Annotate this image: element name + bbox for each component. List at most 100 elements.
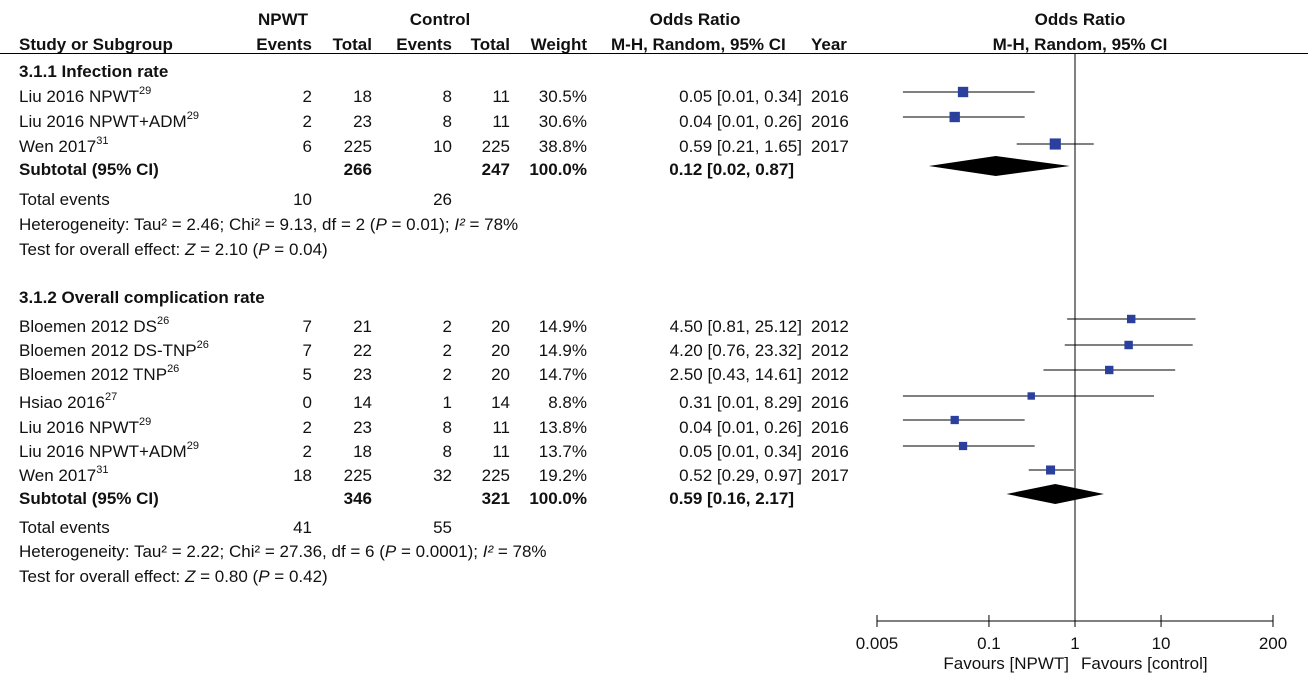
heterogeneity-i2: I² bbox=[482, 542, 494, 561]
weight: 30.5% bbox=[538, 87, 587, 106]
x-tick-label: 200 bbox=[1259, 634, 1287, 653]
overall-mid: = 0.80 ( bbox=[195, 567, 259, 586]
total-control: 11 bbox=[492, 112, 510, 131]
overall-suffix: = 0.42) bbox=[269, 567, 328, 586]
study-marker bbox=[958, 441, 968, 451]
col-events-npwt: Events bbox=[256, 35, 312, 54]
total-events-npwt: 10 bbox=[293, 190, 312, 209]
study-marker bbox=[1105, 365, 1114, 375]
total-events-label: Total events bbox=[19, 190, 110, 209]
study-reference: 31 bbox=[96, 135, 109, 147]
total-control: 11 bbox=[492, 418, 510, 437]
events-npwt: 2 bbox=[302, 112, 312, 131]
odds-ratio-plot-header: Odds Ratio bbox=[1034, 10, 1126, 29]
total-control: 14 bbox=[491, 393, 510, 412]
x-tick-label: 1 bbox=[1070, 634, 1079, 653]
events-npwt: 2 bbox=[302, 418, 312, 437]
odds-ratio-ci: 0.52 [0.29, 0.97] bbox=[679, 466, 802, 485]
study-reference: 27 bbox=[105, 391, 118, 403]
total-control: 11 bbox=[492, 87, 510, 106]
total-control: 225 bbox=[481, 466, 510, 485]
study-name: Liu 2016 NPWT+ADM29 bbox=[19, 111, 199, 132]
study-reference: 29 bbox=[139, 416, 152, 428]
total-npwt: 22 bbox=[353, 341, 372, 360]
heterogeneity-prefix: Heterogeneity: Tau² = 2.46; Chi² = 9.13,… bbox=[19, 215, 376, 234]
study-reference: 26 bbox=[196, 339, 209, 351]
study-reference: 29 bbox=[139, 85, 152, 97]
header-rule bbox=[0, 53, 1308, 54]
odds-ratio-ci: 0.05 [0.01, 0.34] bbox=[679, 442, 802, 461]
heterogeneity-i2: I² bbox=[454, 215, 465, 234]
total-control: 20 bbox=[491, 317, 510, 336]
overall-p: P bbox=[258, 567, 270, 586]
subtotal-total-control: 247 bbox=[481, 160, 510, 179]
overall-prefix: Test for overall effect: bbox=[19, 567, 185, 586]
total-npwt: 23 bbox=[353, 418, 372, 437]
study-name: Liu 2016 NPWT29 bbox=[19, 416, 152, 438]
odds-ratio-ci: 0.05 [0.01, 0.34] bbox=[679, 87, 802, 106]
npwt-group-header: NPWT bbox=[257, 10, 309, 29]
study-reference: 31 bbox=[96, 464, 109, 476]
overall-z: Z bbox=[184, 567, 196, 586]
x-tick-label: 10 bbox=[1152, 634, 1171, 653]
odds-ratio-table-header: Odds Ratio bbox=[649, 10, 741, 29]
plot-method-header: M-H, Random, 95% CI bbox=[992, 35, 1168, 54]
favours-npwt-label: Favours [NPWT] bbox=[943, 654, 1069, 673]
study-reference: 26 bbox=[156, 315, 170, 327]
weight: 14.7% bbox=[538, 365, 587, 384]
weight: 13.8% bbox=[538, 418, 587, 437]
heterogeneity-mid: = 0.0001); bbox=[396, 542, 483, 561]
total-events-npwt: 41 bbox=[293, 518, 312, 537]
study-name: Bloemen 2012 TNP26 bbox=[19, 364, 179, 385]
study-label: Liu 2016 NPWT+ADM bbox=[19, 442, 187, 461]
overall-p: P bbox=[258, 240, 270, 259]
study-name: Wen 201731 bbox=[19, 464, 109, 486]
events-control: 2 bbox=[442, 365, 452, 384]
study-label: Liu 2016 NPWT bbox=[19, 87, 139, 106]
x-tick-label: 0.005 bbox=[856, 634, 899, 653]
heterogeneity-stats: Heterogeneity: Tau² = 2.46; Chi² = 9.13,… bbox=[19, 215, 518, 235]
study-marker bbox=[1049, 138, 1061, 150]
total-npwt: 14 bbox=[353, 393, 372, 412]
odds-ratio-ci: 0.59 [0.21, 1.65] bbox=[679, 137, 802, 156]
events-control: 1 bbox=[442, 393, 452, 412]
study-label: Hsiao 2016 bbox=[19, 393, 106, 412]
total-npwt: 21 bbox=[353, 317, 372, 336]
events-control: 10 bbox=[433, 137, 452, 156]
events-npwt: 7 bbox=[302, 341, 312, 360]
total-control: 11 bbox=[492, 442, 510, 461]
events-control: 8 bbox=[442, 112, 452, 131]
study-marker bbox=[949, 111, 960, 123]
study-marker bbox=[1027, 392, 1035, 400]
study-label: Bloemen 2012 TNP bbox=[19, 365, 168, 384]
study-year: 2012 bbox=[811, 317, 849, 336]
col-study-header: Study or Subgroup bbox=[19, 35, 173, 54]
subgroup-title: 3.1.2 Overall complication rate bbox=[19, 288, 265, 307]
x-tick-label: 0.1 bbox=[977, 634, 1001, 653]
total-npwt: 225 bbox=[343, 137, 372, 156]
study-year: 2016 bbox=[811, 393, 849, 412]
study-year: 2016 bbox=[811, 418, 849, 437]
study-marker bbox=[1046, 465, 1056, 475]
control-group-header: Control bbox=[409, 10, 471, 29]
heterogeneity-mid: = 0.01); bbox=[386, 215, 455, 234]
overall-mid: = 2.10 ( bbox=[195, 240, 259, 259]
study-year: 2016 bbox=[811, 442, 849, 461]
total-npwt: 23 bbox=[353, 365, 372, 384]
events-npwt: 0 bbox=[302, 393, 312, 412]
total-npwt: 23 bbox=[353, 112, 372, 131]
subgroup-title: 3.1.1 Infection rate bbox=[19, 62, 169, 81]
total-npwt: 18 bbox=[353, 442, 372, 461]
study-label: Liu 2016 NPWT+ADM bbox=[19, 112, 187, 131]
subtotal-total-control: 321 bbox=[481, 489, 510, 508]
odds-ratio-ci: 0.04 [0.01, 0.26] bbox=[679, 112, 802, 131]
events-npwt: 18 bbox=[293, 466, 312, 485]
overall-z: Z bbox=[184, 240, 196, 259]
study-label: Bloemen 2012 DS bbox=[19, 317, 157, 336]
study-label: Wen 2017 bbox=[19, 137, 97, 156]
study-name: Liu 2016 NPWT+ADM29 bbox=[19, 441, 199, 462]
subtotal-diamond bbox=[928, 156, 1070, 176]
subtotal-label: Subtotal (95% CI) bbox=[19, 489, 159, 508]
overall-prefix: Test for overall effect: bbox=[19, 240, 185, 259]
events-npwt: 6 bbox=[302, 137, 312, 156]
